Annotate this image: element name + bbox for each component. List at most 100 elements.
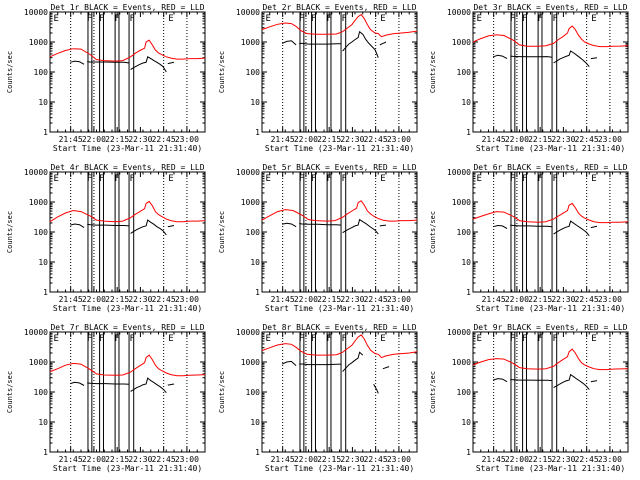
x-tick-label: 22:30 bbox=[340, 135, 364, 144]
state-marker: F bbox=[311, 334, 316, 344]
x-tick-label: 21:45 bbox=[59, 455, 83, 464]
y-tick-label: 1 bbox=[255, 448, 260, 457]
chart-title: Det 2r BLACK = Events, RED = LLD bbox=[262, 3, 416, 12]
state-marker: F bbox=[87, 174, 92, 184]
state-marker: F bbox=[99, 174, 104, 184]
x-tick-label: 22:00 bbox=[294, 295, 318, 304]
chart-panel-8: Det 8r BLACK = Events, RED = LLD 1 10 100 10… bbox=[218, 323, 418, 473]
state-marker: F bbox=[114, 334, 119, 344]
y-tick-label: 10000 bbox=[447, 168, 471, 177]
events-series-line bbox=[281, 222, 297, 228]
events-series-line bbox=[590, 57, 598, 60]
events-series-line bbox=[281, 40, 297, 46]
lld-series-line bbox=[472, 25, 629, 48]
x-tick-label: 21:45 bbox=[59, 295, 83, 304]
plot-frame bbox=[472, 171, 629, 293]
y-tick-label: 1000 bbox=[241, 38, 260, 47]
x-tick-label: 22:00 bbox=[82, 135, 106, 144]
state-marker: F bbox=[326, 174, 331, 184]
y-tick-label: 10 bbox=[250, 258, 260, 267]
x-tick-label: 22:15 bbox=[528, 135, 552, 144]
x-tick-label: 22:00 bbox=[82, 295, 106, 304]
x-tick-label: 23:00 bbox=[175, 455, 199, 464]
state-marker: E bbox=[380, 174, 385, 184]
lld-series-line bbox=[472, 348, 629, 371]
y-tick-label: 1000 bbox=[29, 198, 48, 207]
state-marker: F bbox=[99, 14, 104, 24]
events-series-line bbox=[590, 380, 598, 383]
state-marker: E bbox=[265, 14, 270, 24]
state-marker: F bbox=[299, 14, 304, 24]
chart-panel-7: Det 7r BLACK = Events, RED = LLD 1 10 100 10… bbox=[6, 323, 206, 473]
chart-title: Det 7r BLACK = Events, RED = LLD bbox=[50, 323, 204, 332]
x-axis-label: Start Time (23-Mar-11 21:31:40) bbox=[476, 144, 625, 153]
state-marker: F bbox=[87, 334, 92, 344]
x-tick-label: 22:45 bbox=[575, 455, 599, 464]
x-tick-label: 22:45 bbox=[364, 455, 388, 464]
y-tick-label: 1 bbox=[466, 288, 471, 297]
state-marker: F bbox=[522, 14, 527, 24]
y-tick-label: 100 bbox=[246, 68, 261, 77]
x-tick-label: 22:45 bbox=[364, 135, 388, 144]
events-series-line bbox=[281, 360, 297, 366]
state-marker: F bbox=[510, 174, 515, 184]
x-tick-label: 22:00 bbox=[294, 455, 318, 464]
y-tick-label: 1 bbox=[466, 128, 471, 137]
state-marker: E bbox=[265, 334, 270, 344]
x-axis-label: Start Time (23-Mar-11 21:31:40) bbox=[265, 304, 414, 313]
x-tick-label: 23:00 bbox=[598, 135, 622, 144]
state-marker: E bbox=[591, 174, 596, 184]
state-marker: F bbox=[311, 174, 316, 184]
x-tick-label: 22:15 bbox=[105, 455, 129, 464]
x-axis-label: Start Time (23-Mar-11 21:31:40) bbox=[265, 464, 414, 473]
x-tick-label: 21:45 bbox=[271, 295, 295, 304]
state-marker: F bbox=[326, 14, 331, 24]
x-tick-label: 22:15 bbox=[317, 295, 341, 304]
events-series-line bbox=[167, 225, 175, 228]
lld-series-line bbox=[49, 354, 206, 377]
state-marker: F bbox=[114, 14, 119, 24]
chart-title: Det 8r BLACK = Events, RED = LLD bbox=[262, 323, 416, 332]
y-tick-label: 10 bbox=[461, 98, 471, 107]
state-marker: F bbox=[299, 334, 304, 344]
x-tick-label: 22:30 bbox=[128, 135, 152, 144]
lld-series-line bbox=[261, 200, 418, 222]
y-tick-label: 1000 bbox=[452, 198, 471, 207]
x-axis-label: Start Time (23-Mar-11 21:31:40) bbox=[476, 464, 625, 473]
x-tick-label: 22:45 bbox=[152, 455, 176, 464]
state-marker: E bbox=[53, 14, 58, 24]
state-marker: F bbox=[341, 174, 346, 184]
chart-panel-9: Det 9r BLACK = Events, RED = LLD 1 10 100 10… bbox=[429, 323, 629, 473]
events-series-line bbox=[130, 377, 167, 394]
lld-series-line bbox=[49, 200, 206, 223]
lld-series-line bbox=[261, 13, 418, 38]
x-tick-label: 22:15 bbox=[528, 455, 552, 464]
events-series-line bbox=[70, 60, 85, 65]
events-series-line bbox=[70, 223, 85, 229]
y-tick-label: 10000 bbox=[236, 8, 260, 17]
x-tick-label: 22:00 bbox=[82, 455, 106, 464]
y-tick-label: 1 bbox=[255, 128, 260, 137]
x-tick-label: 22:30 bbox=[551, 135, 575, 144]
state-marker: F bbox=[326, 334, 331, 344]
events-series-line bbox=[379, 224, 387, 227]
y-axis-label: Counts/sec bbox=[429, 371, 437, 413]
x-tick-label: 22:15 bbox=[317, 455, 341, 464]
state-marker: F bbox=[129, 334, 134, 344]
x-tick-label: 22:00 bbox=[505, 135, 529, 144]
x-tick-label: 22:30 bbox=[128, 295, 152, 304]
events-series-line bbox=[299, 223, 342, 226]
x-tick-label: 22:45 bbox=[575, 295, 599, 304]
state-marker: F bbox=[522, 334, 527, 344]
events-series-line bbox=[87, 223, 130, 227]
state-marker: F bbox=[510, 14, 515, 24]
x-tick-label: 22:45 bbox=[575, 135, 599, 144]
state-marker: E bbox=[476, 334, 481, 344]
x-tick-label: 21:45 bbox=[271, 455, 295, 464]
state-marker: E bbox=[476, 174, 481, 184]
state-marker: E bbox=[168, 334, 173, 344]
plot-frame bbox=[472, 11, 629, 133]
y-axis-label: Counts/sec bbox=[6, 211, 14, 253]
x-tick-label: 22:30 bbox=[128, 455, 152, 464]
